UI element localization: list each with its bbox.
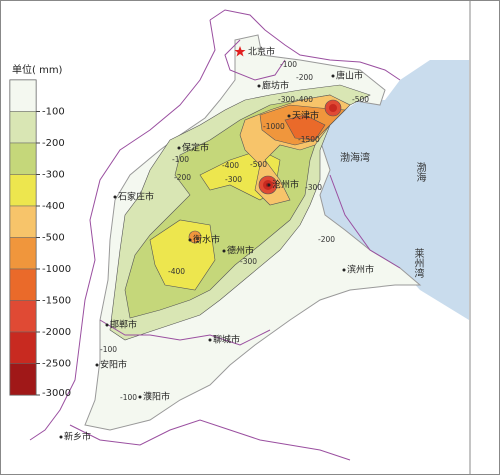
city-label: 石家庄市 [118, 191, 154, 203]
city-dot [105, 323, 109, 327]
contour-label: -300 [305, 183, 322, 192]
city-label: 安阳市 [100, 359, 127, 371]
city-dot [287, 114, 291, 118]
zone-1500 [284, 114, 326, 141]
city-label: 唐山市 [336, 70, 363, 82]
legend-swatch [9, 300, 37, 333]
province-border [224, 39, 286, 81]
city-label: 德州市 [227, 245, 254, 257]
legend-label: -2000 [42, 327, 71, 338]
contour-label: -1500 [298, 135, 320, 144]
contour-label: -200 [318, 235, 335, 244]
contour-label: -500 [352, 95, 369, 104]
city-dot [331, 74, 335, 78]
sea [320, 60, 469, 320]
contour-label: -100 [172, 155, 189, 164]
contour-label: -100 [100, 345, 117, 354]
zone-1000 [188, 230, 202, 244]
city-dot [138, 395, 142, 399]
legend-label: -3000 [42, 388, 71, 399]
legend-swatch [9, 205, 37, 238]
city-label: 滨州市 [347, 264, 374, 276]
city-dot [222, 249, 226, 253]
city-dot [59, 435, 63, 439]
city-label: 聊城市 [213, 334, 240, 346]
contour-label: -200 [174, 173, 191, 182]
city-dot [267, 183, 271, 187]
legend-swatch [9, 331, 37, 364]
contour-label: -400 [168, 267, 185, 276]
legend-title: 单位( mm) [12, 63, 63, 76]
contour-label: -300 [278, 95, 295, 104]
city-dot [342, 268, 346, 272]
city-label: 廊坊市 [262, 80, 289, 92]
legend-label: -400 [42, 201, 65, 212]
city-label: 濮阳市 [143, 391, 170, 403]
city-label: 新乡市 [64, 431, 91, 443]
city-label: 邯郸市 [110, 319, 137, 331]
capital-star [234, 46, 246, 57]
city-label: 天津市 [292, 110, 319, 122]
contour-label: -1000 [263, 122, 285, 131]
contour-label: -100 [120, 393, 137, 402]
contour-label: -400 [222, 161, 239, 170]
province-border [209, 9, 401, 81]
legend-swatch [9, 268, 37, 301]
contour-label: -500 [250, 160, 267, 169]
contour-label: -100 [280, 60, 297, 69]
province-border [329, 174, 401, 269]
legend-swatch [9, 363, 37, 396]
city-dot [257, 84, 261, 88]
sea-label: 渤海湾 [340, 151, 370, 164]
city-label: 北京市 [248, 46, 275, 58]
legend: 单位( mm) -100 -200 -300 -400 -500 -1000 -1500 -2… [9, 63, 71, 399]
zone-2500 [329, 104, 337, 112]
legend-label: -100 [42, 107, 65, 118]
city-dot [208, 338, 212, 342]
city-label: 保定市 [182, 142, 209, 154]
legend-label: -2500 [42, 359, 71, 370]
legend-swatch [9, 79, 37, 112]
legend-label: -200 [42, 138, 65, 149]
city-label: 衡水市 [193, 234, 220, 246]
city-label: 沧州市 [272, 179, 299, 191]
city-dot [95, 363, 99, 367]
province-border [29, 19, 216, 441]
province-border [69, 419, 351, 461]
legend-label: -300 [42, 170, 65, 181]
contour-label: -400 [296, 95, 313, 104]
city-dot [177, 146, 181, 150]
legend-swatch [9, 237, 37, 270]
legend-label: -1000 [42, 264, 71, 275]
city-dot [188, 238, 192, 242]
contour-label: -200 [296, 73, 313, 82]
city-dot [113, 195, 117, 199]
legend-label: -1500 [42, 296, 71, 307]
sea-label: 渤海 [414, 161, 426, 183]
legend-swatch [9, 174, 37, 207]
legend-swatch [9, 111, 37, 144]
contour-label: -300 [225, 175, 242, 184]
legend-swatch [9, 142, 37, 175]
sea-label: 莱州湾 [412, 248, 424, 279]
contour-label: -300 [240, 257, 257, 266]
province-border [99, 319, 271, 346]
legend-label: -500 [42, 233, 65, 244]
